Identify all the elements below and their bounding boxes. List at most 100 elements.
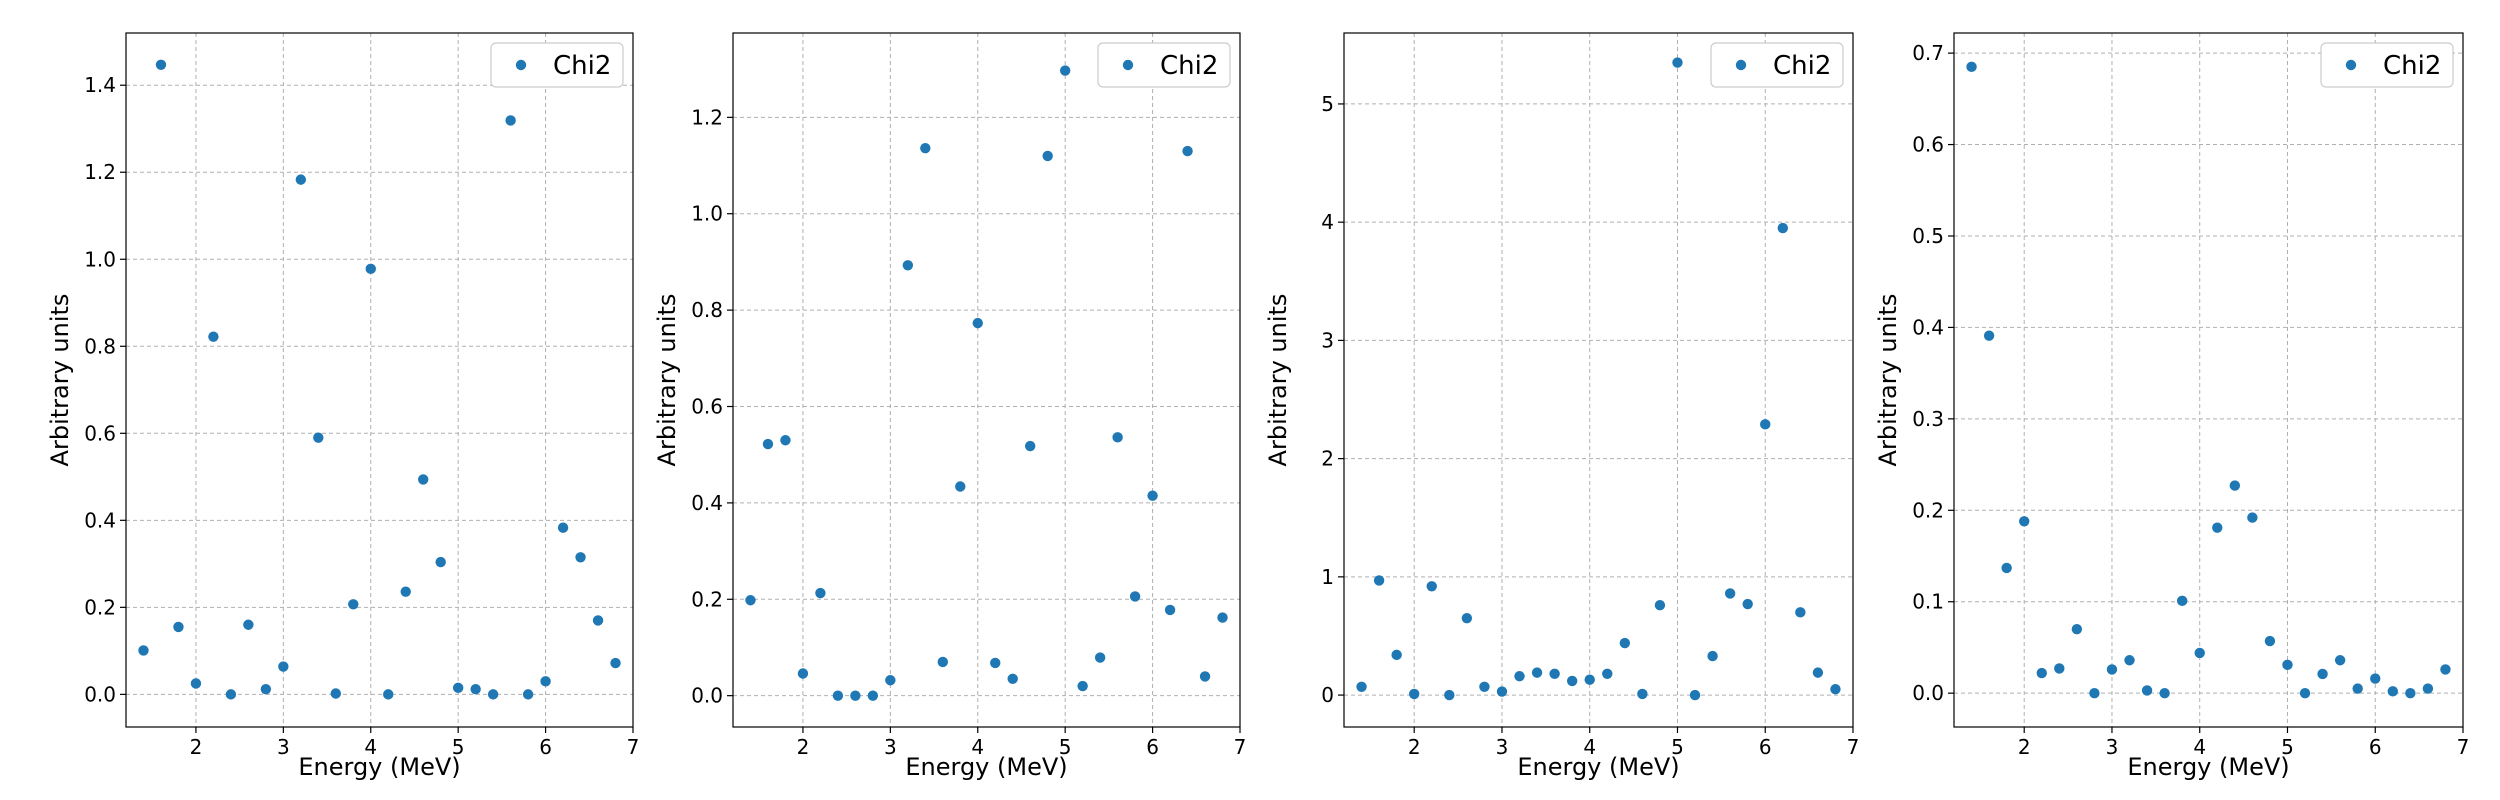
x-axis-label: Energy (MeV) [298,753,460,781]
y-tick-label: 0.4 [84,508,116,532]
x-tick-label: 2 [1408,735,1421,759]
y-tick-label: 0.8 [691,298,723,322]
x-tick-label: 2 [797,735,810,759]
data-point [797,668,809,679]
data-point [1672,57,1683,68]
data-point [2387,686,2398,697]
grid [1954,33,2463,727]
data-point [937,656,948,668]
data-point [208,331,219,342]
legend: Chi2 [1097,42,1231,88]
data-point [2176,595,2188,607]
x-tick-label: 6 [1759,735,1772,759]
data-point [1966,61,1977,73]
x-tick-label: 7 [627,735,640,759]
data-point [1059,65,1071,76]
data-point [2194,647,2205,659]
legend: Chi2 [2320,42,2454,88]
x-tick-label: 4 [364,735,377,759]
data-point [225,689,237,700]
x-axis-label: Energy (MeV) [2127,753,2289,781]
data-point [400,586,411,597]
data-point [1830,683,1841,695]
x-tick-label: 3 [1496,735,1509,759]
data-point [522,689,534,700]
data-point [383,689,394,700]
data-point [540,676,551,687]
series-chi2 [1356,57,1841,701]
data-point [1707,650,1718,662]
data-point [330,688,341,699]
data-point [557,522,569,533]
data-point [2159,687,2170,699]
x-tick-label: 3 [884,735,897,759]
data-point [2317,668,2328,680]
data-point [990,657,1001,669]
y-tick-label: 0.6 [1912,133,1944,157]
data-point [2422,683,2434,694]
x-tick-label: 5 [452,735,465,759]
data-point [2106,664,2118,675]
data-point [1760,419,1771,430]
data-point [505,115,516,126]
data-point [173,621,184,633]
data-point [1444,689,1455,701]
data-point [295,174,307,185]
data-point [592,615,604,626]
legend-marker [1735,59,1747,71]
legend-label: Chi2 [1160,51,1218,81]
legend: Chi2 [490,42,624,88]
data-point [1007,673,1018,685]
grid [733,33,1240,727]
data-point [1689,689,1701,701]
y-tick-label: 3 [1321,328,1334,352]
data-point [972,317,983,329]
y-tick-label: 0.0 [84,682,116,706]
y-tick-label: 1 [1321,565,1334,589]
data-point [1514,670,1525,682]
y-axis-label: Arbitrary units [46,294,74,467]
data-point [365,263,376,275]
y-tick-label: 0 [1321,683,1334,707]
data-point [1531,667,1543,678]
data-point [1426,581,1437,592]
data-point [418,474,429,485]
data-point [850,690,861,701]
data-point [1182,145,1193,157]
series-chi2 [138,59,621,700]
data-point [867,690,879,701]
x-tick-label: 2 [2018,735,2031,759]
legend-label: Chi2 [2383,51,2441,81]
data-point [2282,659,2293,671]
x-tick-label: 3 [277,735,290,759]
y-tick-label: 0.1 [1912,590,1944,614]
y-tick-label: 0.8 [84,334,116,358]
data-point [1409,688,1420,700]
data-point [1654,600,1666,611]
x-tick-label: 5 [2281,735,2294,759]
plot-frame [1343,32,1854,728]
grid [1344,33,1853,727]
y-tick-label: 1.4 [84,73,116,97]
data-point [435,556,446,568]
legend-marker [1122,59,1134,71]
data-point [762,438,774,450]
y-tick-label: 0.2 [1912,498,1944,522]
data-point [2370,673,2381,684]
legend-box [2320,42,2454,88]
data-point [815,587,826,599]
data-point [2229,480,2241,491]
y-tick-label: 4 [1321,210,1334,234]
data-point [1042,150,1053,162]
data-point [2001,562,2012,574]
data-point [190,678,202,689]
data-point [610,657,621,669]
data-point [1112,432,1123,443]
data-point [2124,655,2135,666]
series-chi2 [1966,61,2451,699]
data-point [278,661,289,672]
data-point [1724,588,1736,599]
data-point [902,260,914,271]
x-tick-label: 6 [1146,735,1159,759]
data-point [2141,685,2153,696]
